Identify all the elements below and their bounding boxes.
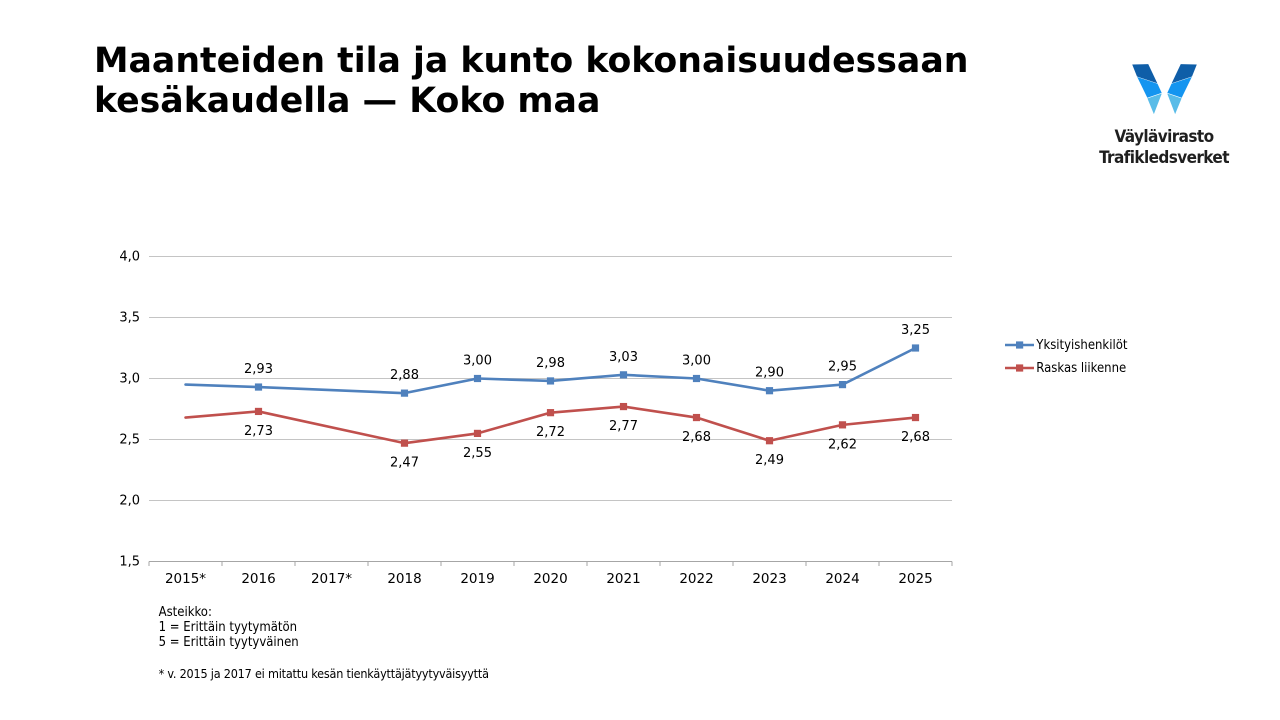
y-axis-label: 3,0 <box>119 372 140 387</box>
x-axis-label: 2015* <box>165 571 206 587</box>
data-label: 2,55 <box>463 446 492 461</box>
vaylavirasto-logo: Väylävirasto Trafikledsverket <box>1080 61 1248 169</box>
asterisk-footnote: * v. 2015 ja 2017 ei mitattu kesän tienk… <box>158 666 489 682</box>
data-label: 3,03 <box>609 350 638 365</box>
legend-label: Raskas liikenne <box>1036 360 1127 376</box>
data-label: 2,98 <box>536 356 565 371</box>
data-point-marker <box>619 402 628 411</box>
data-point-marker <box>765 387 774 395</box>
x-axis-label: 2023 <box>752 571 786 587</box>
x-axis-label: 2018 <box>387 571 421 587</box>
x-axis-label: 2021 <box>606 571 640 587</box>
data-label: 3,00 <box>463 354 492 369</box>
x-axis-label: 2025 <box>898 571 932 587</box>
data-point-marker <box>473 374 482 383</box>
data-label: 2,68 <box>901 430 930 445</box>
data-point-marker <box>254 407 263 416</box>
data-label: 3,00 <box>682 354 711 369</box>
y-axis-label: 2,0 <box>119 494 140 509</box>
x-axis-label: 2024 <box>825 571 859 587</box>
x-axis-label: 2022 <box>679 571 713 587</box>
y-axis-label: 4,0 <box>119 250 140 265</box>
data-point-marker <box>400 389 409 397</box>
legend-marker-icon <box>1005 341 1035 349</box>
data-point-marker <box>838 421 847 429</box>
x-axis-label: 2016 <box>241 571 275 587</box>
x-axis-label: 2020 <box>533 571 567 587</box>
data-label: 2,72 <box>536 425 565 440</box>
data-point-marker <box>765 437 774 445</box>
legend-label: Yksityishenkilöt <box>1036 337 1128 353</box>
data-label: 2,77 <box>609 419 638 434</box>
data-point-marker <box>254 383 263 391</box>
data-point-marker <box>400 439 409 447</box>
data-point-marker <box>911 344 920 352</box>
data-point-marker <box>692 374 701 383</box>
chart-legend: Yksityishenkilöt Raskas liikenne <box>1005 334 1127 380</box>
data-label: 3,25 <box>901 323 930 338</box>
data-label: 2,47 <box>390 456 419 471</box>
y-axis-label: 1,5 <box>119 555 140 570</box>
y-axis-label: 2,5 <box>119 433 140 448</box>
data-label: 2,95 <box>828 360 857 375</box>
legend-item: Raskas liikenne <box>1005 357 1127 380</box>
data-label: 2,49 <box>755 453 784 468</box>
vaylavirasto-logo-icon <box>1131 64 1197 115</box>
data-point-marker <box>546 409 555 417</box>
x-axis-label: 2019 <box>460 571 494 587</box>
legend-item: Yksityishenkilöt <box>1005 334 1127 357</box>
legend-marker-icon <box>1005 364 1035 372</box>
data-label: 2,68 <box>682 430 711 445</box>
data-label: 2,90 <box>755 366 784 381</box>
logo-name-swedish: Trafikledsverket <box>1099 147 1229 168</box>
data-point-marker <box>546 377 555 385</box>
x-axis-label: 2017* <box>311 571 352 587</box>
scale-heading: Asteikko: <box>158 604 212 620</box>
slide-title: Maanteiden tila ja kunto kokonaisuudessa… <box>94 40 969 121</box>
data-point-marker <box>692 413 701 422</box>
data-point-marker <box>838 381 847 389</box>
data-label: 2,88 <box>390 368 419 383</box>
logo-wordmark: Väylävirasto Trafikledsverket <box>1080 127 1248 169</box>
data-point-marker <box>619 371 628 379</box>
series-line-Raskas liikenne <box>184 405 917 445</box>
data-point-marker <box>473 429 482 437</box>
scale-footnote: Asteikko: 1 = Erittäin tyytymätön 5 = Er… <box>159 605 299 650</box>
data-label: 2,73 <box>244 424 273 439</box>
y-axis-label: 3,5 <box>119 311 140 326</box>
data-point-marker <box>911 413 920 422</box>
data-label: 2,62 <box>828 437 857 452</box>
scale-min-line: 1 = Erittäin tyytymätön <box>158 619 298 635</box>
series-line-Yksityishenkilöt <box>184 346 917 395</box>
logo-name-finnish: Väylävirasto <box>1114 126 1214 147</box>
scale-max-line: 5 = Erittäin tyytyväinen <box>158 634 299 650</box>
data-label: 2,93 <box>244 362 273 377</box>
